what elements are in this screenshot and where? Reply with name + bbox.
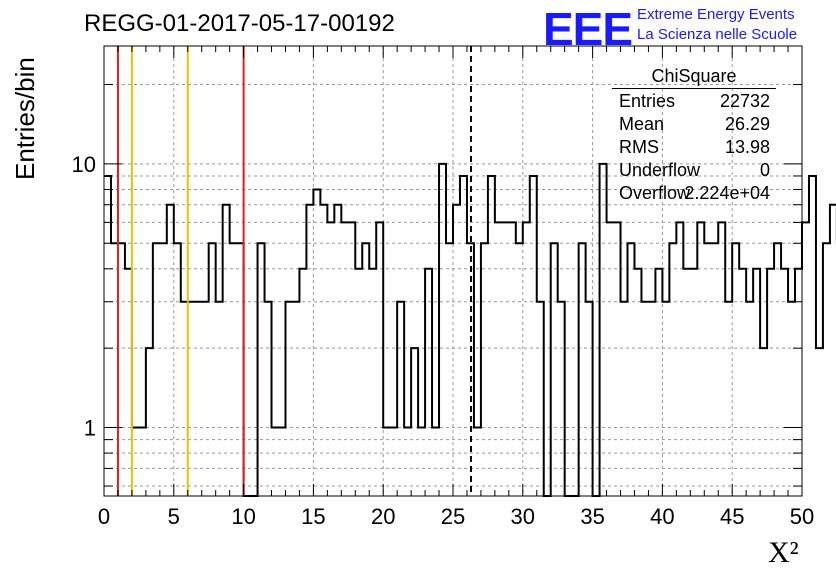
x-tick-label: 0 <box>98 504 110 529</box>
x-tick-label: 25 <box>441 504 465 529</box>
stats-key: Entries <box>619 91 676 111</box>
stats-key: Mean <box>619 114 665 134</box>
stats-key: RMS <box>619 137 659 157</box>
y-tick-label: 10 <box>72 152 96 177</box>
x-tick-label: 10 <box>231 504 255 529</box>
stats-row: Mean 26.29 <box>612 112 776 135</box>
stats-row: Overflow 2.224e+04 <box>612 181 776 204</box>
stats-value: 22732 <box>719 91 770 111</box>
x-tick-label: 30 <box>511 504 535 529</box>
x-tick-label: 50 <box>790 504 814 529</box>
x-axis-label: X² <box>768 536 799 569</box>
logo-line-2: La Scienza nelle Scuole <box>637 26 798 43</box>
logo-line-1: Extreme Energy Events <box>637 6 795 23</box>
stats-box: ChiSquare Entries 22732 Mean 26.29 RMS 1… <box>612 66 776 204</box>
chart-title: REGG-01-2017-05-17-00192 <box>84 10 395 37</box>
x-tick-label: 40 <box>650 504 674 529</box>
stats-row: Underflow 0 <box>612 158 776 181</box>
stats-key: Underflow <box>619 160 701 180</box>
x-tick-label: 35 <box>580 504 604 529</box>
histogram-series <box>104 162 836 497</box>
stats-value: 13.98 <box>724 137 770 157</box>
y-axis-label: Entries/bin <box>10 57 40 180</box>
x-tick-label: 15 <box>301 504 325 529</box>
stats-value: 26.29 <box>724 114 770 134</box>
stats-key: Overflow <box>619 183 691 203</box>
x-tick-label: 5 <box>168 504 180 529</box>
stats-value: 2.224e+04 <box>684 183 770 203</box>
x-tick-label: 20 <box>371 504 395 529</box>
x-tick-label: 45 <box>720 504 744 529</box>
y-tick-label: 1 <box>84 416 96 441</box>
stats-title: ChiSquare <box>612 66 776 89</box>
stats-row: RMS 13.98 <box>612 135 776 158</box>
stats-row: Entries 22732 <box>612 89 776 112</box>
stats-value: 0 <box>759 160 770 180</box>
eee-logo: EEE <box>543 3 633 55</box>
